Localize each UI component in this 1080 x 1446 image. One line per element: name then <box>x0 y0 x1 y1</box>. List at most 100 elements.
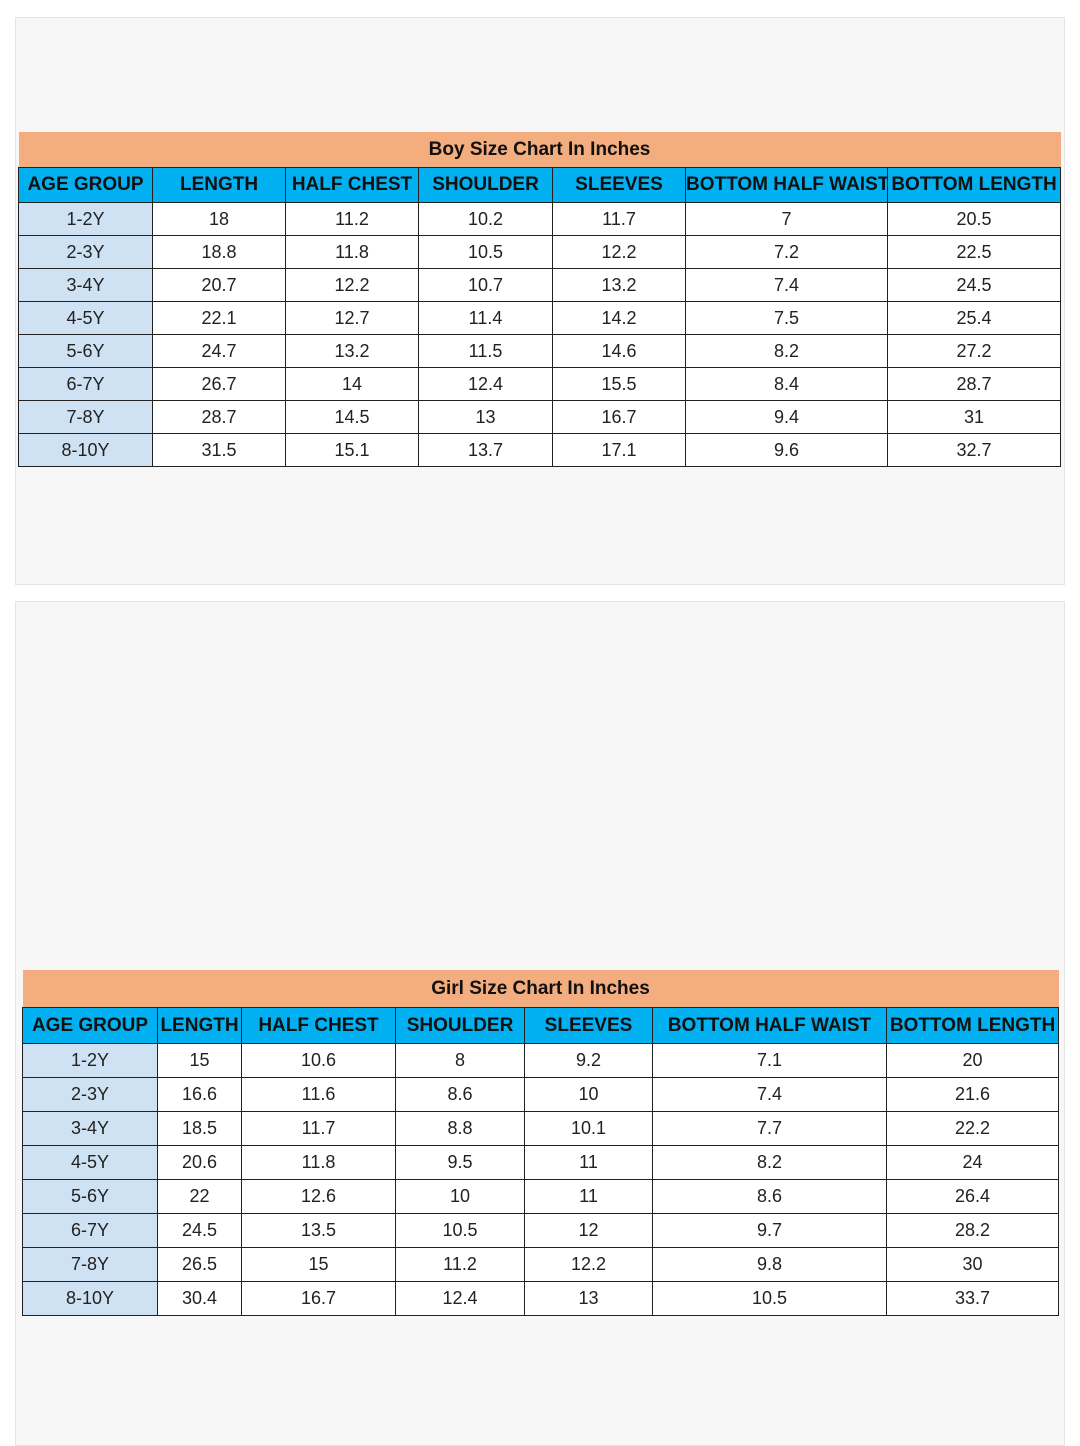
table-title: Boy Size Chart In Inches <box>18 132 1061 168</box>
table-cell: 30.4 <box>157 1281 242 1316</box>
table-cell: 13.5 <box>241 1213 396 1248</box>
table-cell: 13 <box>524 1281 653 1316</box>
table-cell: 8.6 <box>395 1077 525 1112</box>
table-cell: 24.5 <box>886 268 1062 302</box>
table-cell: 16.7 <box>241 1281 396 1316</box>
table-cell: 14.5 <box>285 400 419 434</box>
table-cell: 11 <box>524 1179 653 1214</box>
table-cell: 11 <box>524 1145 653 1180</box>
table-cell: 11.8 <box>241 1145 396 1180</box>
table-row: 7-8Y 26.5 15 11.2 12.2 9.8 30 <box>22 1247 1060 1282</box>
column-header: BOTTOM LENGTH <box>886 167 1062 203</box>
table-row: 6-7Y 26.7 14 12.4 15.5 8.4 28.7 <box>18 367 1062 401</box>
table-cell: 32.7 <box>886 433 1062 467</box>
table-row: 5-6Y 24.7 13.2 11.5 14.6 8.2 27.2 <box>18 334 1062 368</box>
table-row: 3-4Y 20.7 12.2 10.7 13.2 7.4 24.5 <box>18 268 1062 302</box>
table-cell: 12.4 <box>395 1281 525 1316</box>
table-cell: 9.7 <box>652 1213 887 1248</box>
table-cell: 9.6 <box>685 433 888 467</box>
table-cell: 10.2 <box>418 202 553 236</box>
table-cell: 24 <box>885 1145 1060 1180</box>
table-cell: 9.8 <box>652 1247 887 1282</box>
age-group-cell: 4-5Y <box>18 301 153 335</box>
table-cell: 7 <box>685 202 888 236</box>
table-cell: 20 <box>885 1043 1060 1078</box>
table-cell: 12 <box>524 1213 653 1248</box>
boy-size-table: Boy Size Chart In Inches AGE GROUP LENGTH… <box>18 132 1062 467</box>
table-cell: 17.1 <box>552 433 686 467</box>
table-cell: 13.2 <box>285 334 419 368</box>
table-cell: 11.7 <box>552 202 686 236</box>
table-cell: 14.2 <box>552 301 686 335</box>
table-row: 5-6Y 22 12.6 10 11 8.6 26.4 <box>22 1179 1060 1214</box>
table-cell: 11.2 <box>285 202 419 236</box>
table-row: 1-2Y 18 11.2 10.2 11.7 7 20.5 <box>18 202 1062 236</box>
table-cell: 12.2 <box>285 268 419 302</box>
table-cell: 10.5 <box>418 235 553 269</box>
table-cell: 11.2 <box>395 1247 525 1282</box>
table-cell: 8.2 <box>652 1145 887 1180</box>
table-cell: 20.6 <box>157 1145 242 1180</box>
table-cell: 15.1 <box>285 433 419 467</box>
table-cell: 12.2 <box>552 235 686 269</box>
table-cell: 13 <box>418 400 553 434</box>
table-cell: 18 <box>152 202 286 236</box>
table-cell: 10 <box>524 1077 653 1112</box>
column-header: LENGTH <box>152 167 286 203</box>
table-cell: 11.8 <box>285 235 419 269</box>
table-cell: 28.7 <box>152 400 286 434</box>
column-header: SHOULDER <box>395 1007 525 1044</box>
table-cell: 8.2 <box>685 334 888 368</box>
table-cell: 10.5 <box>652 1281 887 1316</box>
age-group-cell: 1-2Y <box>22 1043 158 1078</box>
table-cell: 7.4 <box>685 268 888 302</box>
column-header: AGE GROUP <box>22 1007 158 1044</box>
table-cell: 10.7 <box>418 268 553 302</box>
table-cell: 8 <box>395 1043 525 1078</box>
table-title: Girl Size Chart In Inches <box>22 970 1059 1008</box>
table-cell: 13.2 <box>552 268 686 302</box>
table-row: 2-3Y 16.6 11.6 8.6 10 7.4 21.6 <box>22 1077 1060 1112</box>
table-cell: 31 <box>886 400 1062 434</box>
table-cell: 22.1 <box>152 301 286 335</box>
age-group-cell: 4-5Y <box>22 1145 158 1180</box>
age-group-cell: 3-4Y <box>22 1111 158 1146</box>
table-row: 8-10Y 30.4 16.7 12.4 13 10.5 33.7 <box>22 1281 1060 1316</box>
column-header: SLEEVES <box>524 1007 653 1044</box>
table-cell: 8.6 <box>652 1179 887 1214</box>
table-cell: 28.2 <box>885 1213 1060 1248</box>
table-cell: 25.4 <box>886 301 1062 335</box>
age-group-cell: 7-8Y <box>18 400 153 434</box>
table-cell: 15.5 <box>552 367 686 401</box>
table-row: 4-5Y 20.6 11.8 9.5 11 8.2 24 <box>22 1145 1060 1180</box>
age-group-cell: 3-4Y <box>18 268 153 302</box>
column-header: SHOULDER <box>418 167 553 203</box>
table-cell: 22.2 <box>885 1111 1060 1146</box>
table-cell: 33.7 <box>885 1281 1060 1316</box>
age-group-cell: 6-7Y <box>18 367 153 401</box>
table-cell: 14 <box>285 367 419 401</box>
table-cell: 28.7 <box>886 367 1062 401</box>
table-cell: 10.1 <box>524 1111 653 1146</box>
table-row: 7-8Y 28.7 14.5 13 16.7 9.4 31 <box>18 400 1062 434</box>
table-cell: 24.5 <box>157 1213 242 1248</box>
table-cell: 26.7 <box>152 367 286 401</box>
age-group-cell: 6-7Y <box>22 1213 158 1248</box>
column-header: SLEEVES <box>552 167 686 203</box>
age-group-cell: 8-10Y <box>22 1281 158 1316</box>
table-cell: 24.7 <box>152 334 286 368</box>
column-header: BOTTOM HALF WAIST <box>652 1007 887 1044</box>
table-row: 4-5Y 22.1 12.7 11.4 14.2 7.5 25.4 <box>18 301 1062 335</box>
table-cell: 7.5 <box>685 301 888 335</box>
table-cell: 16.6 <box>157 1077 242 1112</box>
table-row: 8-10Y 31.5 15.1 13.7 17.1 9.6 32.7 <box>18 433 1062 467</box>
table-cell: 20.7 <box>152 268 286 302</box>
age-group-cell: 2-3Y <box>22 1077 158 1112</box>
table-row: 1-2Y 15 10.6 8 9.2 7.1 20 <box>22 1043 1060 1078</box>
table-cell: 22.5 <box>886 235 1062 269</box>
age-group-cell: 5-6Y <box>18 334 153 368</box>
table-cell: 26.4 <box>885 1179 1060 1214</box>
table-cell: 22 <box>157 1179 242 1214</box>
table-cell: 7.1 <box>652 1043 887 1078</box>
girl-size-table: Girl Size Chart In Inches AGE GROUP LENGT… <box>22 970 1060 1316</box>
